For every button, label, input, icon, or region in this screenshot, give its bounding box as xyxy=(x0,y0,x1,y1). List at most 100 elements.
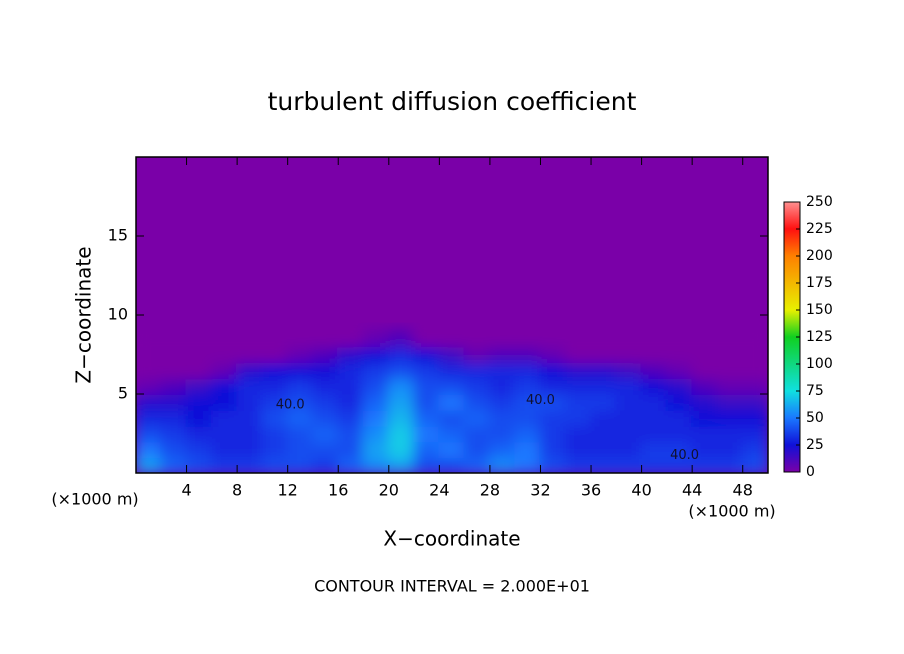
cell xyxy=(387,329,416,348)
cell xyxy=(362,424,390,443)
cell xyxy=(691,393,719,411)
cell xyxy=(741,440,768,459)
cell xyxy=(716,440,744,459)
cell xyxy=(539,393,567,411)
colorbar-tick-label: 50 xyxy=(806,410,824,426)
cell xyxy=(160,408,188,427)
cell xyxy=(514,361,542,380)
cell xyxy=(665,408,694,427)
cell xyxy=(160,393,188,411)
cell xyxy=(640,377,668,395)
y-tick-label: 10 xyxy=(108,305,128,324)
cell xyxy=(387,345,416,364)
cell xyxy=(185,329,213,348)
cell xyxy=(286,456,314,473)
cell xyxy=(387,393,416,411)
cell xyxy=(463,345,491,364)
colorbar-tick-label: 25 xyxy=(806,437,824,453)
cell xyxy=(160,456,188,473)
cell xyxy=(514,408,542,427)
cell xyxy=(463,456,491,473)
cell xyxy=(716,393,744,411)
cell xyxy=(311,440,340,459)
cell xyxy=(564,424,593,443)
x-unit-label: (×1000 m) xyxy=(51,490,138,509)
cell xyxy=(665,424,694,443)
cell xyxy=(463,361,491,380)
cell xyxy=(640,329,668,348)
contour-label: 40.0 xyxy=(670,448,699,463)
cell xyxy=(438,361,466,380)
cell xyxy=(691,424,719,443)
cell xyxy=(185,456,213,473)
x-tick-label: 48 xyxy=(733,481,753,500)
cell xyxy=(463,329,491,348)
cell xyxy=(236,456,264,473)
cell xyxy=(362,361,390,380)
cell xyxy=(311,408,340,427)
cell xyxy=(261,456,289,473)
cell xyxy=(136,440,163,459)
cell xyxy=(413,456,441,473)
chart-title: turbulent diffusion coefficient xyxy=(268,87,637,116)
colorbar-tick-label: 150 xyxy=(806,302,833,318)
cell xyxy=(185,440,213,459)
cell xyxy=(210,408,239,427)
cell xyxy=(210,440,239,459)
cell xyxy=(438,456,466,473)
x-tick-label: 4 xyxy=(181,481,191,500)
cell xyxy=(160,377,188,395)
cell xyxy=(337,440,365,459)
cell xyxy=(387,440,416,459)
cell xyxy=(362,393,390,411)
cell xyxy=(716,329,744,348)
cell xyxy=(716,456,744,473)
cell xyxy=(640,456,668,473)
cell xyxy=(210,345,239,364)
cell xyxy=(362,345,390,364)
cell xyxy=(136,456,163,473)
cell xyxy=(514,329,542,348)
cell xyxy=(438,345,466,364)
cell xyxy=(261,377,289,395)
colorbar-tick-label: 100 xyxy=(806,356,833,372)
cell xyxy=(362,408,390,427)
cell xyxy=(236,361,264,380)
x-tick-label: 28 xyxy=(480,481,500,500)
cell xyxy=(236,408,264,427)
cell xyxy=(640,345,668,364)
cell xyxy=(564,408,593,427)
cell xyxy=(564,329,593,348)
cell xyxy=(286,329,314,348)
cell xyxy=(210,424,239,443)
cell xyxy=(615,377,643,395)
cell xyxy=(665,361,694,380)
cell xyxy=(590,361,618,380)
cell xyxy=(136,377,163,395)
cell xyxy=(640,408,668,427)
cell xyxy=(160,329,188,348)
cell xyxy=(716,408,744,427)
cell xyxy=(337,393,365,411)
cell xyxy=(337,408,365,427)
x-tick-label: 32 xyxy=(530,481,550,500)
cell xyxy=(564,456,593,473)
cell xyxy=(539,440,567,459)
cell xyxy=(691,440,719,459)
cell xyxy=(564,440,593,459)
cell xyxy=(539,456,567,473)
cell xyxy=(590,456,618,473)
cell xyxy=(640,424,668,443)
cell xyxy=(615,456,643,473)
cell xyxy=(514,456,542,473)
cell xyxy=(741,377,768,395)
cell xyxy=(185,424,213,443)
cell xyxy=(387,361,416,380)
cell xyxy=(665,440,694,459)
x-tick-label: 24 xyxy=(429,481,449,500)
cell xyxy=(691,377,719,395)
colorbar-tick-label: 125 xyxy=(806,329,833,345)
cell xyxy=(463,377,491,395)
cell xyxy=(590,393,618,411)
cell xyxy=(691,456,719,473)
